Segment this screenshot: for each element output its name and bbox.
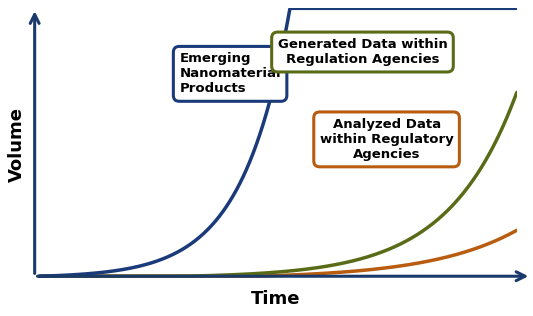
Text: Analyzed Data
within Regulatory
Agencies: Analyzed Data within Regulatory Agencies: [320, 118, 454, 161]
Y-axis label: Volume: Volume: [9, 107, 26, 182]
Text: Generated Data within
Regulation Agencies: Generated Data within Regulation Agencie…: [278, 38, 447, 66]
Text: Emerging
Nanomaterial
Products: Emerging Nanomaterial Products: [179, 52, 281, 95]
X-axis label: Time: Time: [251, 290, 301, 308]
